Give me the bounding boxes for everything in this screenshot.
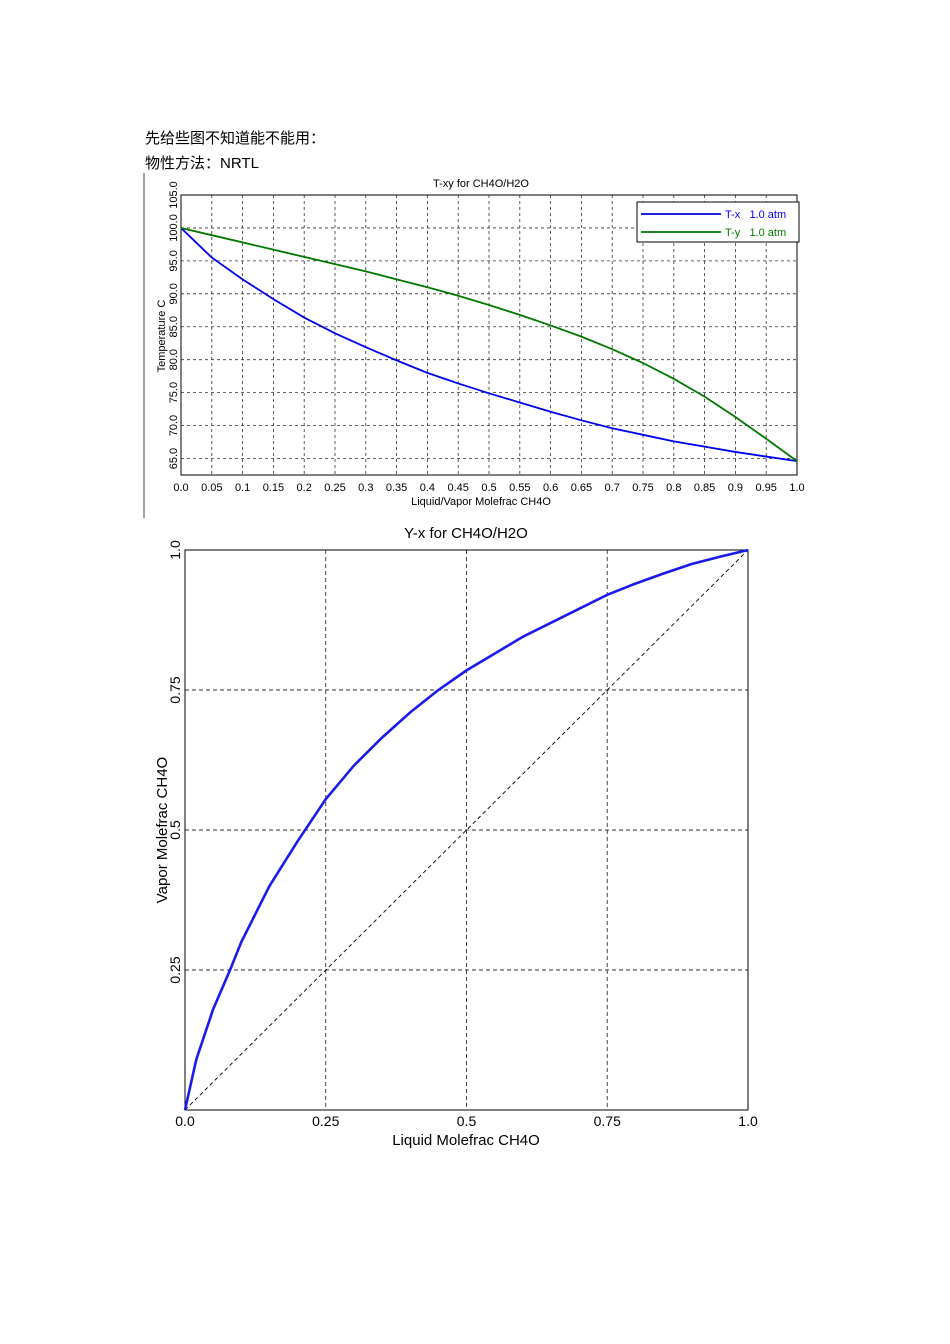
x-tick-label: 0.75 xyxy=(594,1113,621,1129)
x-tick-label: 0.45 xyxy=(447,482,468,494)
y-tick-label: 1.0 xyxy=(167,540,183,560)
x-tick-label: 0.5 xyxy=(457,1113,477,1129)
x-tick-label: 0.25 xyxy=(324,482,345,494)
legend-label-tx: T-x 1.0 atm xyxy=(725,209,786,221)
y-tick-label: 70.0 xyxy=(168,415,180,436)
x-tick-label: 0.8 xyxy=(666,482,681,494)
x-tick-label: 1.0 xyxy=(738,1113,758,1129)
x-tick-label: 0.95 xyxy=(755,482,776,494)
yx-chart: Y-x for CH4O/H2O 0.0 0.25 0.5 0.75 1.0 0.250… xyxy=(154,525,758,1149)
txy-chart: T-xy for CH4O/H2O 0.0 0.05 0.1 0.15 0.2 0.25 0… xyxy=(143,173,805,518)
legend: T-x 1.0 atm T-y 1.0 atm xyxy=(636,201,800,243)
property-method-value: NRTL xyxy=(220,155,259,172)
x-tick-label: 0.65 xyxy=(571,482,592,494)
series-line-tx xyxy=(180,227,798,463)
x-tick-label: 0.35 xyxy=(386,482,407,494)
y-tick-label: 95.0 xyxy=(168,250,180,271)
property-method-label: 物性方法： xyxy=(145,154,221,172)
y-axis-label: Temperature C xyxy=(156,300,168,373)
y-tick-label: 0.5 xyxy=(167,820,183,840)
plot-frame xyxy=(180,194,798,476)
legend-label-ty: T-y 1.0 atm xyxy=(725,227,786,239)
legend-box xyxy=(636,201,800,243)
y-tick-label: 65.0 xyxy=(168,448,180,469)
x-tick-label: 0.9 xyxy=(728,482,743,494)
x-tick-label: 0.5 xyxy=(481,482,496,494)
x-tick-label: 0.2 xyxy=(297,482,312,494)
y-tick-labels: 0.25 0.5 0.75 1.0 xyxy=(167,540,183,984)
diagonal-reference-line xyxy=(184,549,749,1111)
x-axis-label: Liquid/Vapor Molefrac CH4O xyxy=(411,496,551,508)
y-tick-label: 0.25 xyxy=(167,956,183,983)
y-tick-label: 100.0 xyxy=(168,214,180,242)
x-tick-label: 0.7 xyxy=(605,482,620,494)
y-tick-label: 85.0 xyxy=(168,316,180,337)
y-tick-label: 0.75 xyxy=(167,676,183,703)
x-tick-labels: 0.0 0.05 0.1 0.15 0.2 0.25 0.3 0.35 0.4 0.45 0.5 0.… xyxy=(173,482,804,494)
x-tick-labels: 0.0 0.25 0.5 0.75 1.0 xyxy=(175,1113,758,1129)
y-tick-label: 105.0 xyxy=(168,181,180,209)
x-tick-label: 0.3 xyxy=(358,482,373,494)
series-line-yx xyxy=(183,548,749,1111)
x-tick-label: 0.75 xyxy=(632,482,653,494)
x-tick-label: 0.0 xyxy=(173,482,188,494)
x-tick-label: 1.0 xyxy=(789,482,804,494)
x-tick-label: 0.15 xyxy=(263,482,284,494)
x-tick-label: 0.55 xyxy=(509,482,530,494)
intro-text-line-1: 先给些图不知道能不能用： xyxy=(145,129,326,147)
y-axis-label: Vapor Molefrac CH4O xyxy=(154,757,171,903)
y-tick-label: 90.0 xyxy=(168,283,180,304)
x-tick-label: 0.25 xyxy=(312,1113,339,1129)
y-tick-label: 80.0 xyxy=(168,349,180,370)
x-tick-label: 0.0 xyxy=(175,1113,195,1129)
x-tick-label: 0.4 xyxy=(420,482,435,494)
x-tick-label: 0.85 xyxy=(694,482,715,494)
x-tick-label: 0.1 xyxy=(235,482,250,494)
chart-title: T-xy for CH4O/H2O xyxy=(433,178,529,190)
x-tick-label: 0.6 xyxy=(543,482,558,494)
intro-text-line-2: 物性方法：NRTL xyxy=(145,153,259,174)
series-line-ty xyxy=(180,227,798,462)
x-tick-label: 0.05 xyxy=(201,482,222,494)
y-tick-label: 75.0 xyxy=(168,382,180,403)
x-axis-label: Liquid Molefrac CH4O xyxy=(392,1132,540,1149)
chart-title: Y-x for CH4O/H2O xyxy=(404,525,528,542)
y-tick-labels: 65.0 70.0 75.0 80.0 85.0 90.0 95.0 100.0 105.0 xyxy=(168,181,180,469)
plot-frame xyxy=(184,549,749,1111)
